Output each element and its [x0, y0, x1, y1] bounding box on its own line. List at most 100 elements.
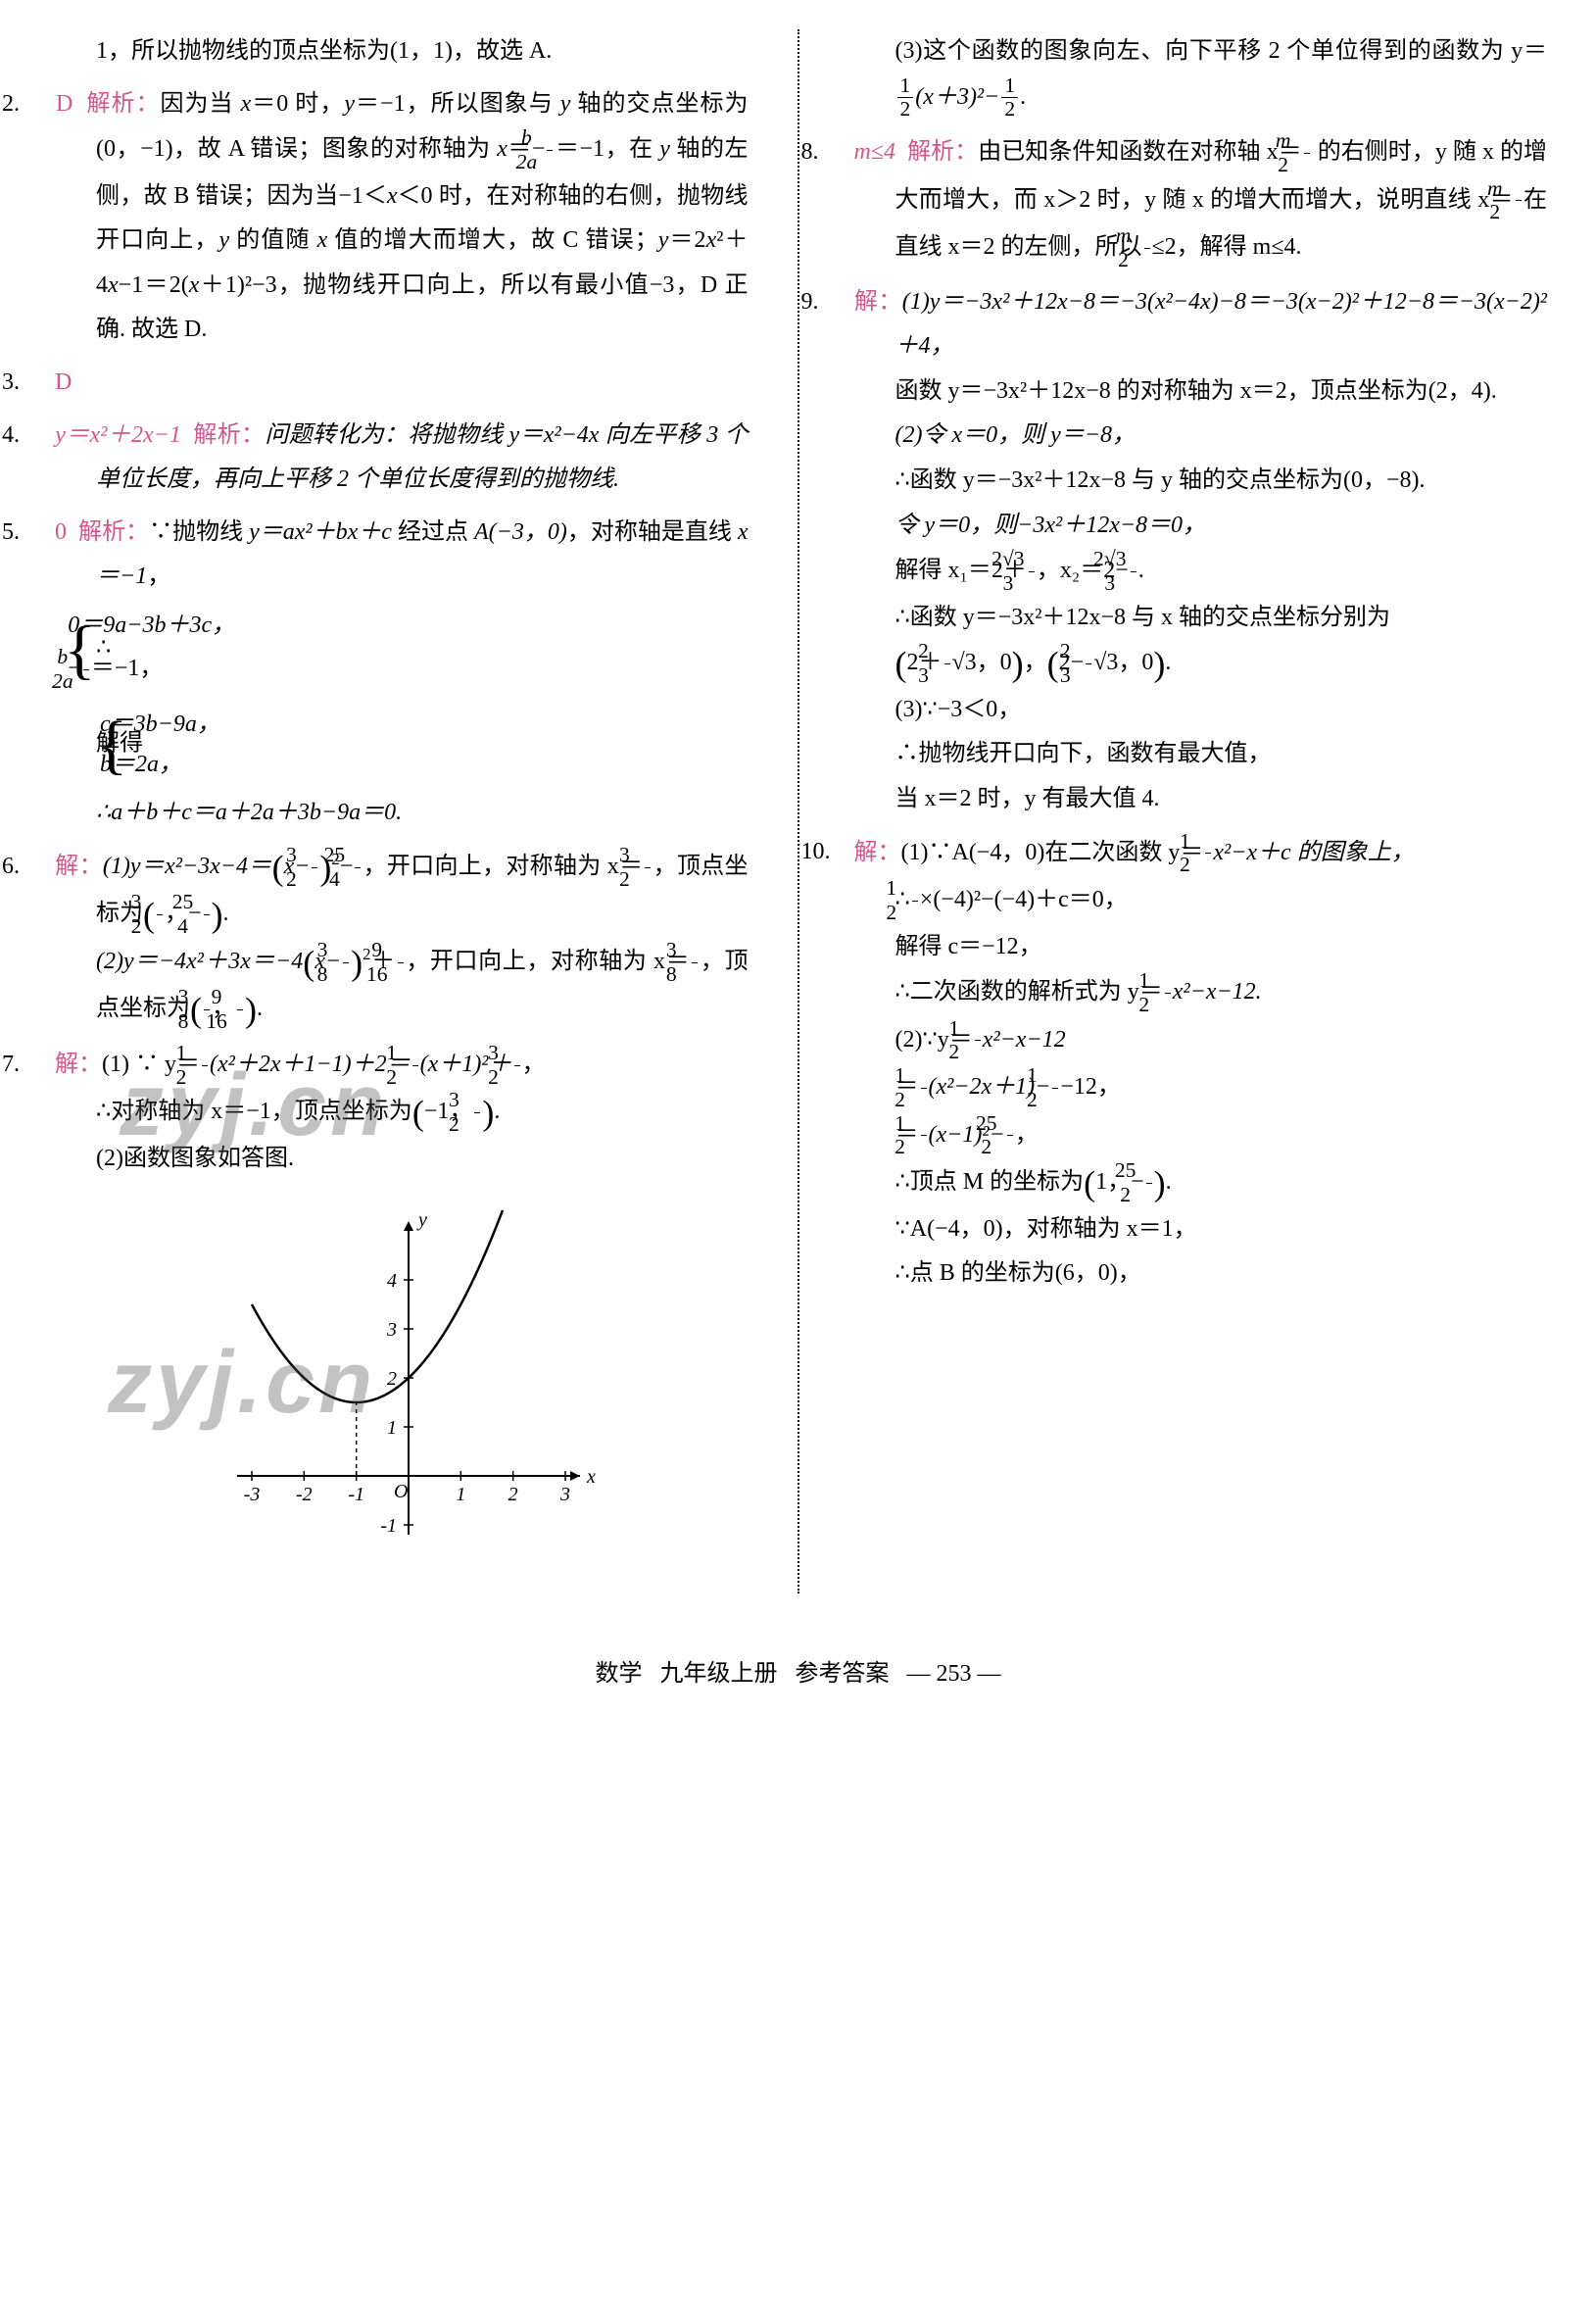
q9-sq2: 2√33	[1131, 548, 1137, 596]
q8-f2d: 2	[1516, 201, 1522, 224]
q10-p1g: x²−x−12.	[1173, 979, 1262, 1005]
q2-frac1-den: 2a	[547, 151, 553, 174]
q10-p1a: (1)∵A(−4，0)在二次函数 y＝	[901, 839, 1204, 864]
q7-p2a: ∴对称轴为 x＝−1，顶点坐标为	[96, 1099, 412, 1124]
svg-text:-1: -1	[348, 1484, 364, 1505]
q10-f8d: 2	[1007, 1136, 1013, 1159]
q10-f5n: 1	[921, 1064, 927, 1089]
paren-icon: (	[143, 896, 155, 935]
q10-f6n: 1	[1052, 1064, 1058, 1089]
q1-text: 1，所以抛物线的顶点坐标为(1，1)，故选 A.	[96, 38, 552, 64]
q7-jie: 解：	[55, 1052, 102, 1077]
q9-p2e: ∴函数 y＝−3x²＋12x−8 与 x 轴的交点坐标分别为	[895, 605, 1391, 630]
svg-text:-2: -2	[296, 1484, 313, 1505]
paren-icon: (	[412, 1094, 424, 1133]
q6-f2: 254	[355, 844, 361, 892]
q6-f2d: 4	[355, 868, 361, 892]
q2-y4: y	[219, 227, 230, 253]
q7: zyj.cn 7. 解：(1) ∵ y＝12(x²＋2x＋1−1)＋2＝12(x…	[49, 1042, 749, 1182]
q6-g1n: 3	[343, 939, 349, 963]
q4: 4. y＝x²＋2x−1 解析：问题转化为：将抛物线 y＝x²−4x 向左平移 …	[49, 414, 749, 503]
q5-sys1-l2b: ＝−1，	[91, 656, 164, 681]
column-divider	[798, 29, 799, 1593]
q10-p1f: ∴二次函数的解析式为 y＝	[895, 979, 1163, 1005]
q6-jie: 解：	[55, 854, 103, 879]
q7-f3: 32	[514, 1042, 520, 1090]
q10-f1d: 2	[1205, 854, 1211, 877]
q8-label: 解析：	[907, 139, 978, 165]
q5-label: 解析：	[78, 519, 149, 545]
q2-x7: x	[189, 272, 200, 298]
q10-f4d: 2	[975, 1041, 981, 1064]
q7-f1d: 2	[202, 1066, 208, 1090]
q6-g2d: 16	[398, 963, 404, 987]
q6-p2b: ，开口向上，对称轴为 x＝	[406, 949, 691, 974]
q5-t5: ∴a＋b＋c＝a＋2a＋3b−9a＝0.	[96, 800, 402, 825]
q6-f5: 254	[204, 891, 210, 939]
svg-text:O: O	[394, 1481, 408, 1502]
q5-t4: ，	[147, 564, 170, 589]
q9-sq1: 2√33	[1029, 548, 1035, 596]
q9-pf2n: 2	[1086, 640, 1091, 664]
q3: 3. D	[49, 361, 749, 406]
page-footer: 数学 九年级上册 参考答案 — 253 —	[49, 1652, 1547, 1697]
q7-p3-continuation: (3)这个函数的图象向左、向下平移 2 个单位得到的函数为 y＝12(x＋3)²…	[848, 29, 1548, 122]
q3-answer: D	[55, 369, 72, 395]
q10-f7: 12	[921, 1112, 927, 1160]
q8-answer: m≤4	[854, 139, 896, 165]
q10-f2: 12	[912, 877, 918, 925]
q5-sys2-l1: c＝3b−9a，	[147, 705, 233, 745]
q7-f3n: 3	[514, 1042, 520, 1066]
footer-subject: 数学	[596, 1661, 643, 1687]
q6-f1n: 3	[312, 844, 317, 868]
q6-f1d: 2	[312, 868, 317, 892]
q6-g1: 38	[343, 939, 349, 987]
q2-frac1-num: b	[547, 126, 553, 151]
q10-f1: 12	[1205, 830, 1211, 878]
q10-p2l: ∴点 B 的坐标为(6，0)，	[895, 1260, 1141, 1286]
paren-icon: )	[482, 1094, 494, 1133]
q6-f3d: 2	[645, 868, 651, 892]
q5-answer: 0	[55, 519, 67, 545]
q9-p3a: (3)∵−3＜0，	[895, 697, 1022, 722]
q8-f2n: m	[1516, 177, 1522, 202]
q6-f1: 32	[312, 844, 317, 892]
q2-t1: 因为当	[160, 91, 240, 117]
q6-f3: 32	[645, 844, 651, 892]
q2-y2: y	[560, 91, 571, 117]
q2-y1: y	[344, 91, 355, 117]
q10-f4: 12	[975, 1017, 981, 1065]
q5-sys1-fn: b	[83, 646, 89, 670]
q6-p1a: (1)y＝x²−3x−4＝	[103, 854, 272, 879]
q2-label: 解析：	[86, 91, 160, 117]
q10-jie: 解：	[854, 839, 901, 864]
svg-text:-1: -1	[380, 1515, 397, 1537]
q2-t3: ＝−1，所以图象与	[355, 91, 560, 117]
q8-f3n: m	[1144, 224, 1150, 249]
q7-p3: (2)函数图象如答图.	[96, 1146, 294, 1171]
q6-g4n: 3	[204, 986, 210, 1010]
q7-graph: zyj.cn -11234-3-2-1123xyO	[49, 1201, 749, 1574]
q2-x2: x	[497, 136, 508, 162]
parabola-chart: -11234-3-2-1123xyO	[193, 1201, 605, 1574]
q7-f2n: 1	[412, 1042, 418, 1066]
q8-f1n: m	[1304, 129, 1310, 154]
q10-p2h: ，	[1015, 1121, 1039, 1147]
r-p3f2: 12	[1001, 74, 1018, 123]
q5-t2: 经过点	[392, 519, 474, 545]
paren-icon: (	[1047, 645, 1059, 684]
q5-eq2: A(−3，0)	[474, 519, 567, 545]
q6-f2n: 25	[355, 844, 361, 868]
footer-grade: 九年级上册	[660, 1661, 778, 1687]
q2-frac1: b2a	[547, 126, 553, 174]
q10-f8n: 25	[1007, 1112, 1013, 1137]
q5-t1: ∵抛物线	[149, 519, 249, 545]
q10-f7d: 2	[921, 1136, 927, 1159]
svg-text:-3: -3	[243, 1484, 260, 1505]
q10-p1c: ∴	[895, 887, 910, 912]
q10-f8: 252	[1007, 1112, 1013, 1160]
q5-system1: { 0＝9a−3b＋3c， −b2a＝−1，	[111, 606, 235, 693]
q2-x5: x	[706, 227, 717, 253]
q10-f5d: 2	[921, 1089, 927, 1112]
q9-p2b: ∴函数 y＝−3x²＋12x−8 与 y 轴的交点坐标为(0，−8).	[895, 467, 1426, 493]
